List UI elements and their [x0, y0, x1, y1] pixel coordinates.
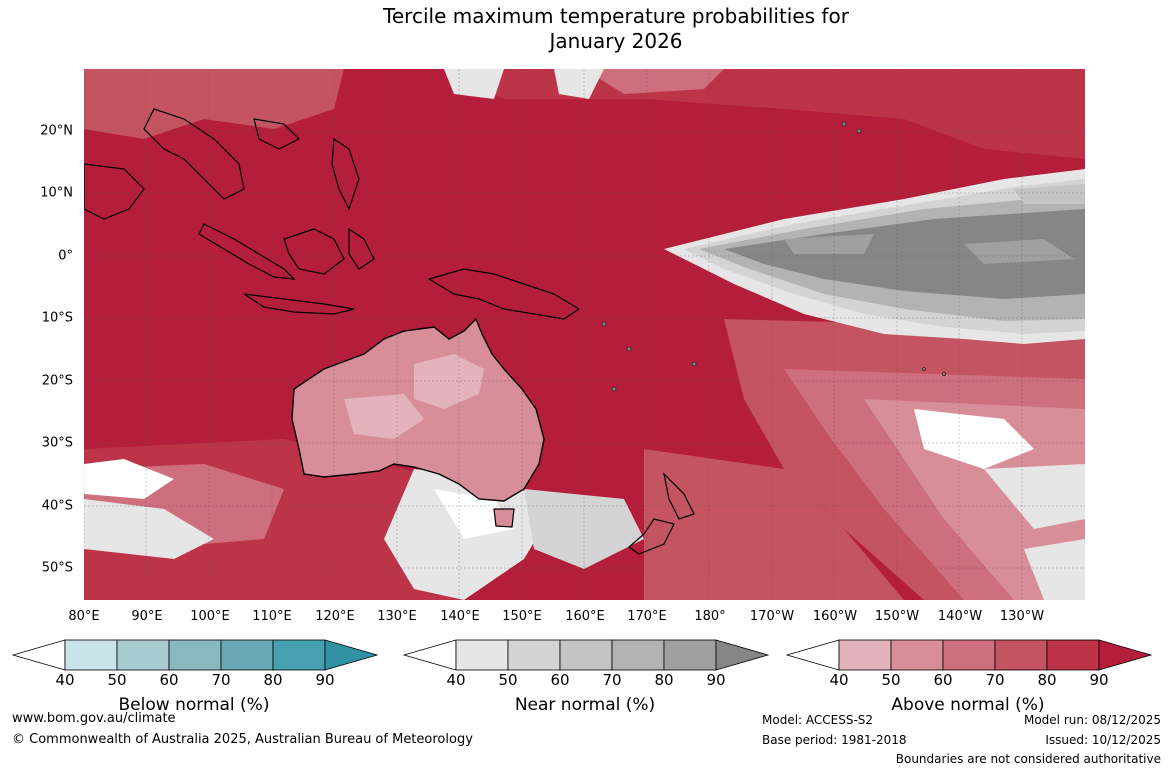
footer-disclaimer: Boundaries are not considered authoritat… [895, 752, 1161, 766]
colour-bar-segment [116, 639, 170, 671]
colour-bar-segment [168, 639, 222, 671]
colour-bar [786, 639, 1152, 671]
lon-label: 120°E [315, 609, 355, 624]
lon-label: 180° [694, 609, 726, 624]
title-line-1: Tercile maximum temperature probabilitie… [383, 4, 849, 28]
colour-bar-high-extend [324, 639, 378, 671]
lon-label: 150°W [874, 609, 920, 624]
colour-bar-tick: 90 [1089, 671, 1109, 689]
colour-bar-segment [272, 639, 326, 671]
colour-bar [12, 639, 378, 671]
lat-label: 20°N [40, 123, 73, 139]
colour-bar-tick: 40 [829, 671, 849, 689]
footer-issued: Issued: 10/12/2025 [1045, 733, 1161, 747]
lon-label: 90°E [131, 609, 163, 624]
footer-url: www.bom.gov.au/climate [12, 711, 176, 726]
colour-bar-tick: 80 [654, 671, 674, 689]
colour-bar-segment [455, 639, 509, 671]
colour-bar-tick: 80 [263, 671, 283, 689]
colour-bar-title: Below normal (%) [118, 695, 270, 715]
colour-bar-segment [942, 639, 996, 671]
colour-bar-tick: 70 [602, 671, 622, 689]
colour-bar-low-extend [403, 639, 457, 671]
lat-label: 10°N [40, 185, 73, 201]
colour-bar-tick: 50 [498, 671, 518, 689]
probability-map [84, 69, 1085, 600]
lon-label: 170°W [749, 609, 795, 624]
colour-bar-segment [64, 639, 118, 671]
lat-label: 0° [58, 248, 73, 264]
new-zealand [628, 472, 695, 555]
colour-bar-segment [994, 639, 1048, 671]
lat-label: 50°S [41, 560, 73, 576]
maritime-continent [84, 108, 581, 320]
colour-bar-tick: 40 [446, 671, 466, 689]
map-graphic [84, 69, 1085, 600]
lat-label: 40°S [41, 498, 73, 514]
colour-bar-segment [663, 639, 717, 671]
colour-bar-segment [611, 639, 665, 671]
colour-bar-high-extend [1098, 639, 1152, 671]
lon-label: 80°E [68, 609, 100, 624]
colour-bar-segment [838, 639, 892, 671]
lon-label: 100°E [190, 609, 230, 624]
colour-bar-tick: 50 [881, 671, 901, 689]
colour-bar-tick: 70 [985, 671, 1005, 689]
colour-bar-low-extend [786, 639, 840, 671]
lat-label: 10°S [41, 310, 73, 326]
footer-copyright: © Commonwealth of Australia 2025, Austra… [12, 732, 473, 747]
lon-label: 160°E [565, 609, 605, 624]
colour-bar-tick: 80 [1037, 671, 1057, 689]
footer-base-period: Base period: 1981-2018 [762, 733, 907, 747]
title-line-2: January 2026 [549, 29, 683, 53]
eastern-pacific-near-normal [664, 169, 1085, 344]
lon-label: 140°E [440, 609, 480, 624]
colour-bar [403, 639, 769, 671]
colour-bar-tick: 90 [315, 671, 335, 689]
colour-bar-title: Near normal (%) [514, 695, 656, 715]
footer-model-run: Model run: 08/12/2025 [1023, 713, 1161, 727]
lon-label: 110°E [252, 609, 292, 624]
colour-bar-tick: 60 [550, 671, 570, 689]
colour-bar-tick: 50 [107, 671, 127, 689]
lat-label: 20°S [41, 373, 73, 389]
colour-bar-segment [220, 639, 274, 671]
lon-label: 130°E [377, 609, 417, 624]
colour-bar-low-extend [12, 639, 66, 671]
colour-bar-tick: 90 [706, 671, 726, 689]
colour-bar-tick: 60 [159, 671, 179, 689]
colour-bar-tick: 40 [55, 671, 75, 689]
pacific-islands [601, 121, 946, 392]
lon-label: 160°W [812, 609, 858, 624]
lat-label: 30°S [41, 435, 73, 451]
colour-bar-segment [890, 639, 944, 671]
footer-model: Model: ACCESS-S2 [762, 713, 874, 727]
colour-bar-title: Above normal (%) [891, 695, 1045, 715]
lon-label: 130°W [999, 609, 1045, 624]
colour-bar-high-extend [715, 639, 769, 671]
lon-label: 170°E [627, 609, 667, 624]
colour-bar-tick: 60 [933, 671, 953, 689]
graticule [84, 69, 1085, 600]
lon-label: 140°W [937, 609, 983, 624]
australia [291, 317, 545, 528]
colour-bar-segment [1046, 639, 1100, 671]
colour-bar-tick: 70 [211, 671, 231, 689]
colour-bar-segment [507, 639, 561, 671]
lon-label: 150°E [502, 609, 542, 624]
colour-bar-segment [559, 639, 613, 671]
